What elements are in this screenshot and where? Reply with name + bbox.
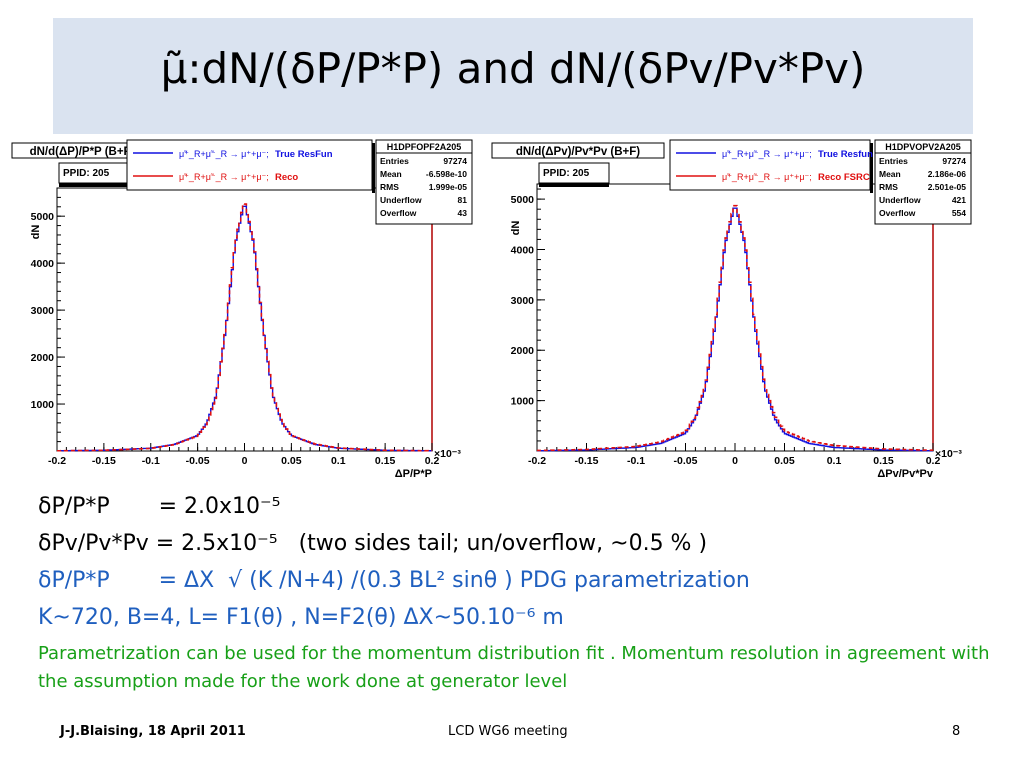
y-tick-label: 2000	[511, 345, 535, 357]
x-tick-label: -0.2	[48, 455, 66, 467]
x-tick-label: -0.05	[674, 455, 698, 467]
stats-value: 421	[952, 195, 966, 205]
stats-name: H1DPFOPF2A205	[387, 142, 462, 152]
plot-frame	[536, 183, 934, 452]
stats-value: 81	[458, 195, 468, 205]
stats-name: H1DPVOPV2A205	[885, 142, 961, 152]
stats-value: 2.501e-05	[928, 182, 967, 192]
footer-page-number: 8	[952, 724, 961, 739]
x-tick-label: 0.05	[774, 455, 795, 467]
x-axis-label: ΔP/P*P	[395, 468, 432, 480]
stats-value: 554	[952, 208, 966, 218]
stats-value: 1.999e-05	[429, 182, 468, 192]
x-tick-label: -0.15	[92, 455, 116, 467]
x-tick-label: 0.05	[281, 455, 302, 467]
resolution-pv-line: δPv/Pv*Pv = 2.5x10⁻⁵ (two sides tail; un…	[38, 531, 708, 556]
ppid-box-shadow	[59, 183, 129, 187]
plot-frame	[56, 187, 433, 452]
legend-label: True ResFun	[275, 149, 333, 160]
legend-label: Reco FSRC	[818, 172, 870, 183]
legend-box	[126, 139, 373, 191]
y-tick-label: 1000	[31, 399, 55, 411]
x-axis-label: ΔPv/Pv*Pv	[877, 468, 933, 480]
legend-prefix: μ̃⁺_R+μ̃⁻_R → μ⁺+μ⁻;	[179, 149, 269, 159]
ppid-box-shadow	[539, 183, 609, 187]
y-tick-label: 2000	[31, 352, 55, 364]
x-tick-label: 0.15	[375, 455, 396, 467]
stats-value: -6.598e-10	[426, 169, 467, 179]
histogram-right: -0.2 -0.15 -0.1 -0.05 0 0.05 0.1 0.15 0.2 1000 200…	[491, 139, 972, 480]
stats-value: 2.186e-06	[928, 169, 967, 179]
stats-key: Underflow	[879, 195, 921, 205]
stats-value: 43	[458, 208, 468, 218]
x-tick-label: 0.2	[926, 455, 941, 467]
slide-title: μ̃:dN/(δP/P*P) and dN/(δPv/Pv*Pv)	[160, 44, 866, 93]
resolution-p-line: δP/P*P = 2.0x10⁻⁵	[38, 494, 281, 519]
y-axis-label: dN	[510, 221, 522, 236]
legend-shadow	[870, 143, 873, 193]
y-tick-label: 1000	[511, 396, 535, 408]
ppid-label: PPID: 205	[543, 168, 590, 179]
stats-key: RMS	[380, 182, 399, 192]
chart-title-box	[491, 142, 665, 159]
series-line	[57, 203, 432, 452]
stats-key: Mean	[380, 169, 402, 179]
stats-key: RMS	[879, 182, 898, 192]
stats-box	[375, 139, 473, 225]
legend-label: True Resfun (V)	[818, 149, 888, 160]
x-tick-label: -0.1	[627, 455, 645, 467]
y-tick-label: 3000	[31, 305, 55, 317]
footer-meeting: LCD WG6 meeting	[448, 724, 568, 739]
x-tick-label: 0.1	[827, 455, 842, 467]
series-line	[537, 207, 933, 452]
x-axis-exponent: ×10⁻³	[434, 448, 461, 460]
slide-body: δP/P*P = 2.0x10⁻⁵ δPv/Pv*Pv = 2.5x10⁻⁵ (…	[38, 488, 998, 696]
chart-title: dN/d(ΔP)/P*P (B+F)	[30, 146, 135, 158]
parameters-line: K~720, B=4, L= F1(θ) , N=F2(θ) ΔX~50.10⁻…	[38, 605, 564, 630]
legend-label: Reco	[275, 172, 298, 183]
y-tick-label: 5000	[511, 194, 535, 206]
x-tick-label: -0.2	[528, 455, 546, 467]
title-band: μ̃:dN/(δP/P*P) and dN/(δPv/Pv*Pv)	[53, 18, 973, 134]
legend-shadow	[372, 143, 375, 193]
stats-value: 97274	[942, 156, 966, 166]
stats-key: Entries	[380, 156, 409, 166]
x-tick-label: 0	[732, 455, 738, 467]
stats-key: Overflow	[380, 208, 417, 218]
stats-key: Mean	[879, 169, 901, 179]
footer-author: J-J.Blaising, 18 April 2011	[60, 724, 246, 739]
series-line	[537, 204, 933, 452]
x-tick-label: -0.15	[575, 455, 599, 467]
stats-key: Entries	[879, 156, 908, 166]
y-tick-label: 4000	[511, 244, 535, 256]
y-axis-label: dN	[30, 225, 42, 240]
y-tick-label: 4000	[31, 258, 55, 270]
x-tick-label: 0	[242, 455, 248, 467]
histogram-left: -0.2 -0.15 -0.1 -0.05 0 0.05 0.1 0.15 0.2 1000 200…	[11, 139, 473, 480]
stats-key: Overflow	[879, 208, 916, 218]
ppid-label: PPID: 205	[63, 168, 110, 179]
y-tick-label: 3000	[511, 295, 535, 307]
x-tick-label: 0.1	[331, 455, 346, 467]
legend-box	[669, 139, 871, 191]
y-tick-label: 5000	[31, 211, 55, 223]
pdg-formula-line: δP/P*P = ΔX √ (K /N+4) /(0.3 BL² sinθ ) …	[38, 568, 750, 593]
stats-key: Underflow	[380, 195, 422, 205]
legend-prefix: μ̃⁺_R+μ̃⁻_R → μ⁺+μ⁻;	[179, 172, 269, 182]
stats-box	[874, 139, 972, 225]
chart-title: dN/d(ΔPv)/Pv*Pv (B+F)	[516, 146, 640, 158]
x-tick-label: 0.2	[425, 455, 440, 467]
x-tick-label: 0.15	[873, 455, 894, 467]
x-tick-label: -0.05	[186, 455, 210, 467]
series-line	[57, 205, 432, 452]
legend-prefix: μ̃⁺_R+μ̃⁻_R → μ⁺+μ⁻;	[722, 149, 812, 159]
stats-value: 97274	[443, 156, 467, 166]
legend-prefix: μ̃⁺_R+μ̃⁻_R → μ⁺+μ⁻;	[722, 172, 812, 182]
x-tick-label: -0.1	[142, 455, 160, 467]
conclusion-note: Parametrization can be used for the mome…	[38, 643, 990, 692]
x-axis-exponent: ×10⁻³	[935, 448, 962, 460]
